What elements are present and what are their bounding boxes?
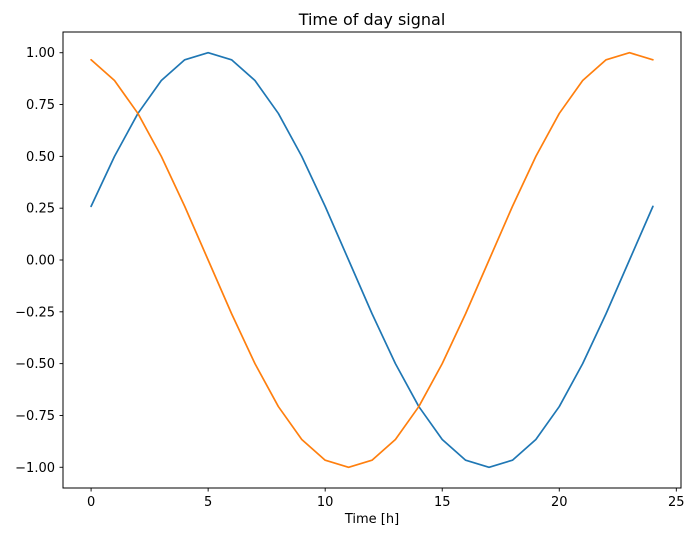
x-axis-label: Time [h] bbox=[344, 512, 399, 527]
x-tick-label: 0 bbox=[87, 495, 95, 510]
x-tick-label: 5 bbox=[204, 495, 212, 510]
x-axis: 0 5 10 15 20 25 bbox=[87, 488, 685, 510]
y-tick-label: 0.25 bbox=[26, 202, 55, 217]
x-tick-label: 20 bbox=[551, 495, 568, 510]
chart-title: Time of day signal bbox=[298, 10, 446, 29]
x-tick-label: 25 bbox=[668, 495, 685, 510]
plot-lines bbox=[90, 51, 654, 469]
y-tick-label: −0.25 bbox=[15, 305, 55, 320]
y-tick-label: −0.50 bbox=[15, 357, 55, 372]
y-tick-label: −1.00 bbox=[15, 461, 55, 476]
y-tick-label: 1.00 bbox=[26, 46, 55, 61]
y-tick-label: 0.75 bbox=[26, 98, 55, 113]
x-tick-label: 10 bbox=[317, 495, 334, 510]
y-axis: −1.00 −0.75 −0.50 −0.25 0.00 0.25 0.50 0.75 1.00 bbox=[15, 46, 63, 476]
y-tick-label: 0.00 bbox=[26, 254, 55, 269]
y-tick-label: 0.50 bbox=[26, 150, 55, 165]
series-line-cosine-signal bbox=[90, 51, 654, 469]
series-line-sine-signal bbox=[90, 51, 654, 469]
axes-frame bbox=[62, 31, 682, 489]
x-tick-label: 15 bbox=[434, 495, 451, 510]
y-tick-label: −0.75 bbox=[15, 409, 55, 424]
